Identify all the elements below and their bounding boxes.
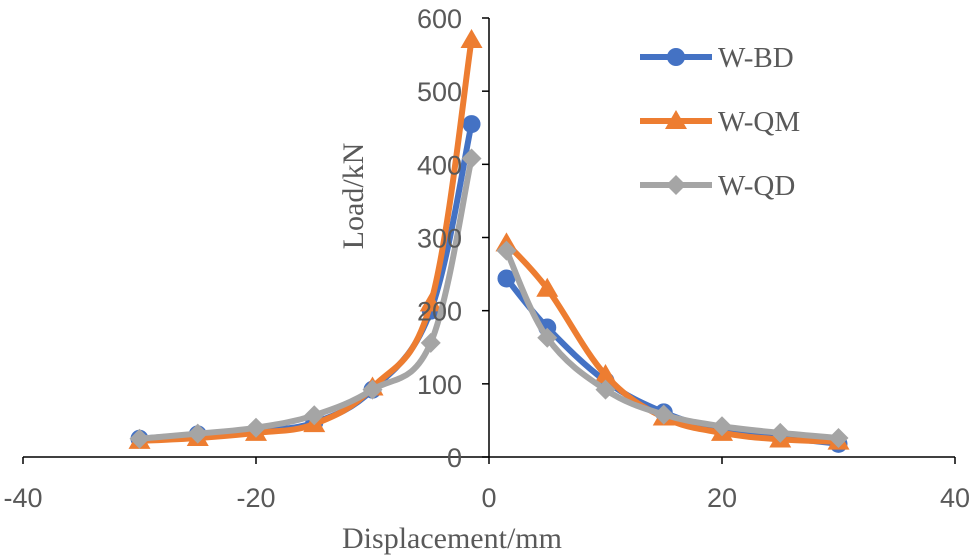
legend-marker-w-bd <box>667 48 685 66</box>
data-point-w-qd <box>712 416 732 437</box>
legend-item-w-qd: W-QD <box>640 170 795 202</box>
x-tick-label: 0 <box>481 483 496 513</box>
series-line-w-qd <box>503 247 842 441</box>
data-point-w-bd <box>462 115 481 134</box>
y-tick-label: 0 <box>447 443 462 473</box>
data-point-w-qd <box>304 405 325 426</box>
data-point-w-qd <box>362 379 383 400</box>
data-point-w-qd <box>537 327 558 348</box>
legend-marker-w-qd <box>666 175 686 195</box>
legend-item-w-qm: W-QM <box>640 106 800 138</box>
data-point-w-qd <box>187 423 208 444</box>
series-line-w-qm <box>136 36 475 444</box>
y-tick-label: 200 <box>417 297 462 327</box>
y-tick-label: 600 <box>417 4 462 34</box>
series-layer <box>128 28 850 453</box>
legend-item-w-bd: W-BD <box>640 42 794 74</box>
x-axis-title: Displacement/mm <box>342 522 562 555</box>
data-point-w-qd <box>496 240 517 261</box>
data-point-w-qd <box>129 428 150 449</box>
y-axis-title: Load/kN <box>337 143 370 250</box>
data-point-w-qd <box>246 417 266 438</box>
data-point-w-qd <box>595 379 616 400</box>
data-point-w-qd <box>461 148 482 169</box>
data-point-w-qd <box>770 422 791 443</box>
y-tick-label: 500 <box>417 77 462 107</box>
x-tick-label: 20 <box>707 483 737 513</box>
legend-label-w-bd: W-BD <box>718 42 794 74</box>
x-tick-label: 40 <box>940 483 970 513</box>
y-tick-label: 100 <box>417 370 462 400</box>
data-point-w-qm <box>419 292 442 312</box>
data-point-w-qm <box>460 28 483 48</box>
data-point-w-qm <box>536 277 559 297</box>
x-tick-label: -20 <box>236 483 275 513</box>
data-point-w-qd <box>420 332 441 353</box>
legend-label-w-qm: W-QM <box>718 106 800 138</box>
data-point-w-qm <box>594 364 617 384</box>
data-point-w-qd <box>653 404 674 425</box>
x-tick-label: -40 <box>3 483 42 513</box>
legend-marker-w-qm <box>665 110 687 129</box>
legend: W-BD W-QM W-QD <box>640 42 800 202</box>
series-w-qd <box>129 148 849 449</box>
data-point-w-qd <box>828 427 849 448</box>
y-tick-label: 400 <box>417 150 462 180</box>
y-tick-label: 300 <box>417 224 462 254</box>
legend-label-w-qd: W-QD <box>718 170 795 202</box>
data-point-w-bd <box>497 269 516 288</box>
